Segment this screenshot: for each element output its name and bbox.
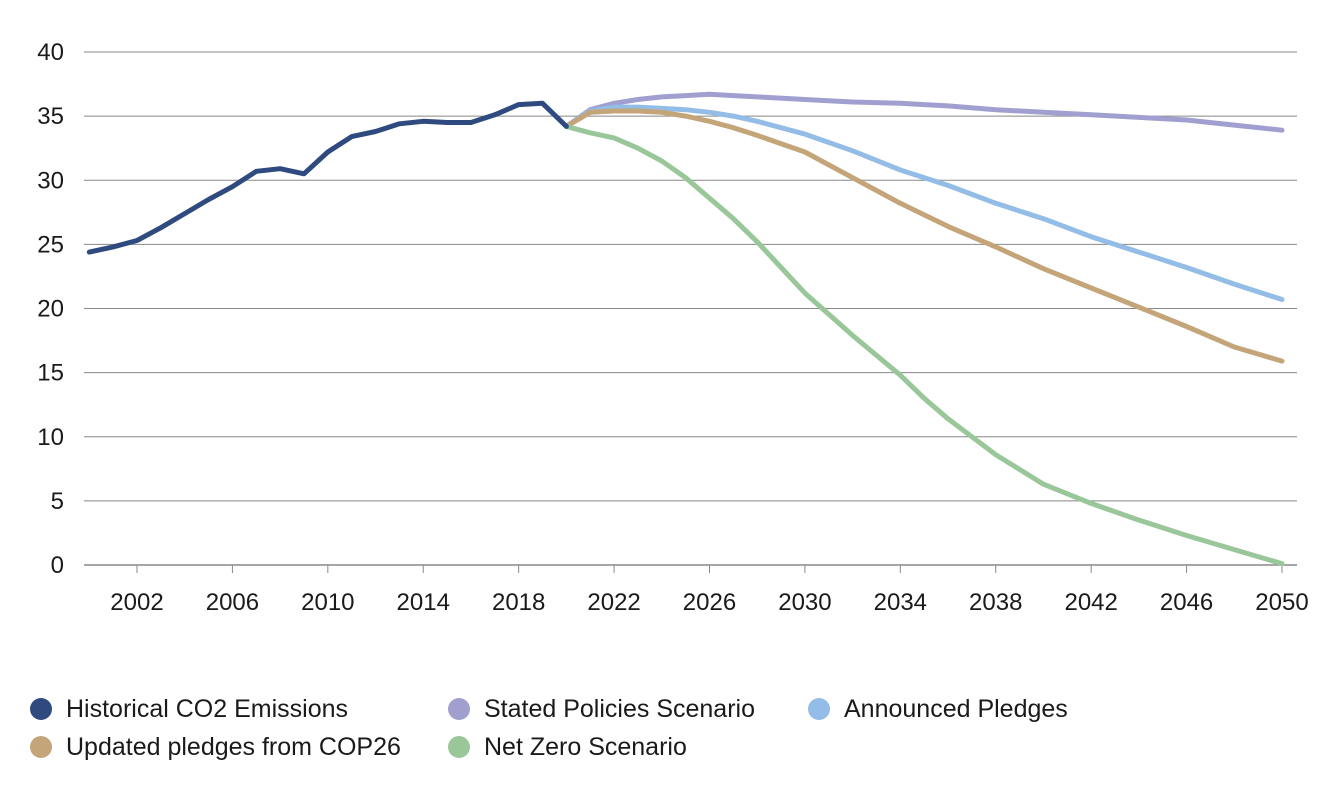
legend-label: Historical CO2 Emissions (66, 694, 349, 723)
series-line-net-zero-scenario (563, 123, 1285, 567)
legend-item: Updated pledges from COP26 (30, 733, 401, 762)
x-tick-label-2038: 2038 (969, 589, 1022, 616)
x-tick-label-2034: 2034 (874, 589, 927, 616)
y-tick-label-10: 10 (37, 424, 64, 451)
series-line-updated-pledges-from-cop26 (563, 108, 1285, 364)
legend-item: Stated Policies Scenario (448, 695, 755, 724)
legend-swatch (448, 698, 470, 720)
y-tick-label-25: 25 (37, 231, 64, 258)
legend-item: Net Zero Scenario (448, 733, 687, 762)
legend-row: Historical CO2 Emissions Stated Policies … (30, 690, 1310, 728)
x-tick-label-2042: 2042 (1064, 589, 1117, 616)
series-line-stated-policies-scenario (563, 91, 1285, 133)
y-tick-label-35: 35 (37, 103, 64, 130)
legend-label: Stated Policies Scenario (484, 694, 755, 723)
x-tick-label-2014: 2014 (397, 589, 450, 616)
legend-swatch (30, 736, 52, 758)
x-tick-label-2022: 2022 (587, 589, 640, 616)
x-tick-label-2018: 2018 (492, 589, 545, 616)
legend-swatch (808, 698, 830, 720)
legend-label: Announced Pledges (844, 694, 1068, 723)
y-tick-label-30: 30 (37, 167, 64, 194)
legend-swatch (30, 698, 52, 720)
y-tick-label-40: 40 (37, 39, 64, 66)
legend-item: Announced Pledges (808, 695, 1068, 724)
legend: Historical CO2 Emissions Stated Policies … (30, 690, 1310, 766)
legend-label: Net Zero Scenario (484, 732, 687, 761)
x-tick-label-2006: 2006 (206, 589, 259, 616)
x-tick-label-2026: 2026 (683, 589, 736, 616)
series-line-historical-co2-emissions (86, 100, 569, 255)
series-line-announced-pledges (563, 104, 1285, 302)
y-tick-label-20: 20 (37, 296, 64, 323)
legend-label: Updated pledges from COP26 (66, 732, 401, 761)
legend-item: Historical CO2 Emissions (30, 695, 348, 724)
y-tick-label-0: 0 (51, 552, 64, 579)
legend-row: Updated pledges from COP26 Net Zero Scena… (30, 728, 1310, 766)
line-chart: 0 5 10 15 20 25 30 35 40 2002 2006 2010 2014 2018 2022… (37, 39, 1308, 616)
x-tick-label-2010: 2010 (301, 589, 354, 616)
legend-swatch (448, 736, 470, 758)
x-tick-label-2046: 2046 (1160, 589, 1213, 616)
y-tick-label-15: 15 (37, 360, 64, 387)
y-tick-label-5: 5 (51, 488, 64, 515)
x-tick-label-2002: 2002 (110, 589, 163, 616)
x-tick-label-2030: 2030 (778, 589, 831, 616)
x-tick-label-2050: 2050 (1255, 589, 1308, 616)
